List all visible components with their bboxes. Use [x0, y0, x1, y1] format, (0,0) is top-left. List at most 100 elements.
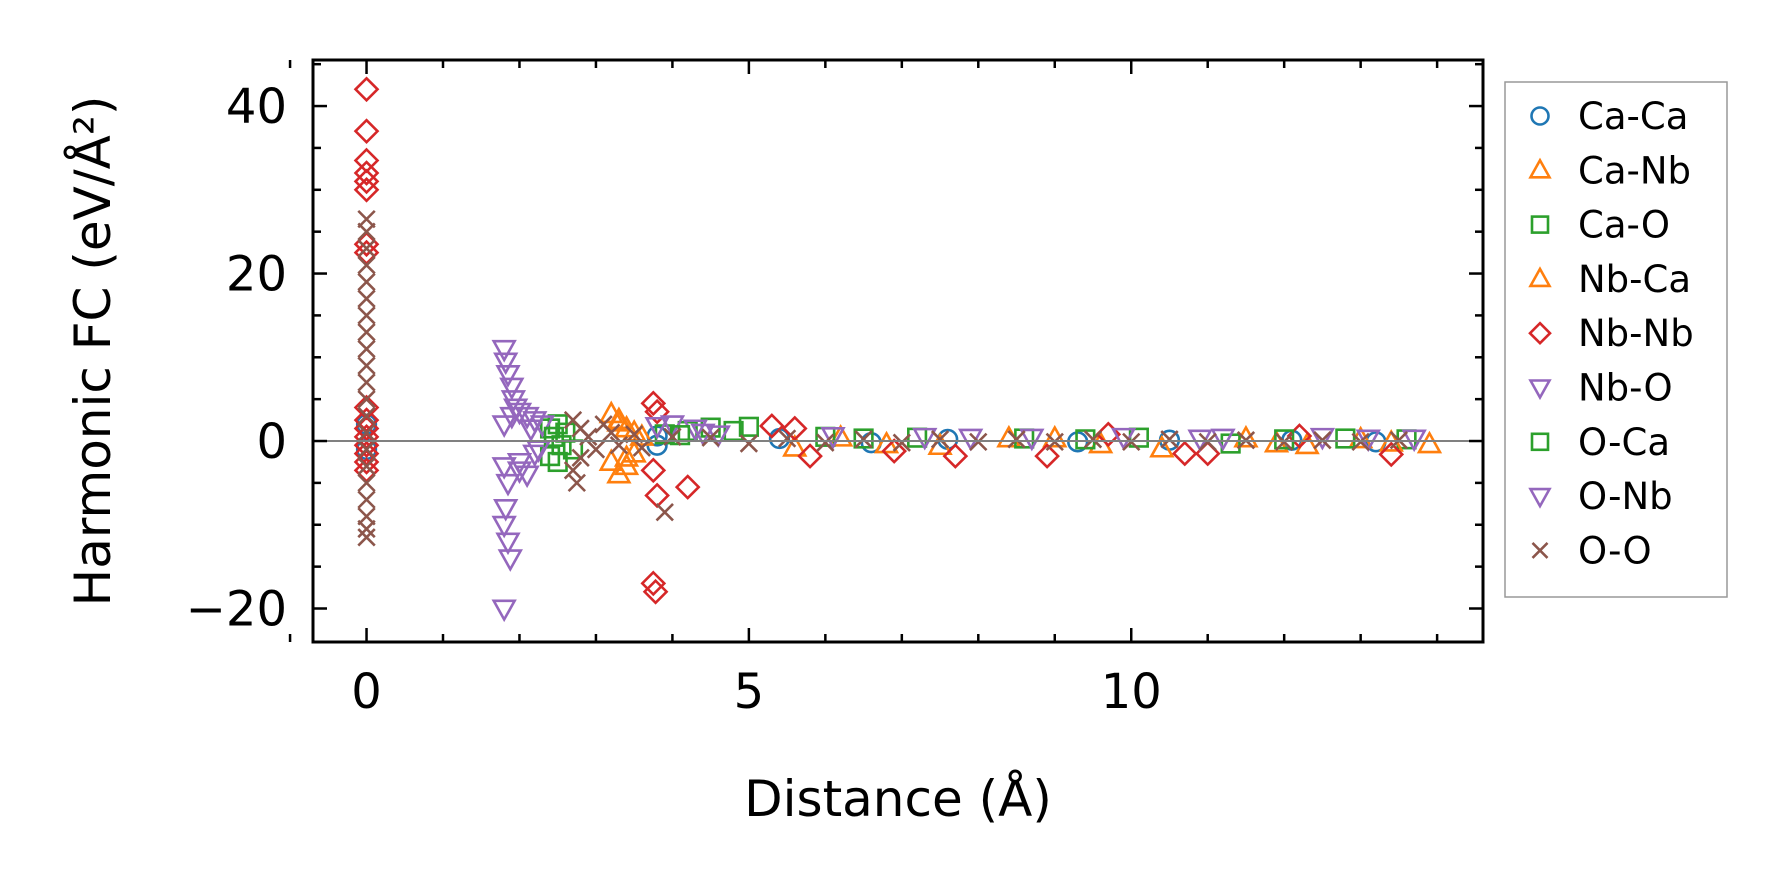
- point-nb-nb: [644, 398, 670, 425]
- point-ca-o: [1335, 428, 1356, 449]
- legend-label-ca-o: Ca-O: [1578, 204, 1670, 247]
- legend-label-nb-nb: Nb-Nb: [1578, 312, 1694, 355]
- point-o-nb: [506, 461, 533, 484]
- legend-label-ca-ca: Ca-Ca: [1578, 95, 1688, 138]
- point-o-nb: [499, 406, 525, 430]
- point-o-o: [357, 456, 376, 476]
- x-tick-label: 10: [1101, 664, 1162, 720]
- point-o-o: [701, 428, 720, 447]
- point-nb-nb: [1378, 441, 1405, 468]
- axis-ticks: [288, 60, 1483, 642]
- point-o-o: [357, 519, 376, 539]
- point-nb-nb: [674, 474, 701, 500]
- point-nb-o: [499, 377, 525, 401]
- point-nb-o: [495, 473, 521, 497]
- legend-marker-ca-o: [1530, 215, 1550, 234]
- point-nb-o: [1309, 427, 1336, 451]
- point-o-nb: [957, 428, 984, 452]
- point-o-o: [357, 490, 376, 509]
- legend-label-o-o: O-O: [1578, 529, 1652, 572]
- x-tick-label: 0: [351, 664, 382, 720]
- point-nb-nb: [881, 438, 908, 464]
- legend-item-ca-o: Ca-O: [1530, 204, 1670, 247]
- x-tick-labels: 0 5 10: [351, 664, 1162, 720]
- point-nb-nb: [797, 443, 823, 469]
- point-nb-ca: [613, 444, 640, 467]
- point-nb-o: [1019, 428, 1045, 452]
- y-tick-labels: −20 0 20 40: [186, 79, 287, 637]
- point-o-o: [892, 433, 911, 452]
- point-o-o: [357, 423, 376, 442]
- legend-marker-ca-ca: [1530, 106, 1550, 126]
- point-nb-nb: [353, 176, 380, 203]
- legend-item-nb-ca: Nb-Ca: [1528, 258, 1691, 301]
- legend-marker-o-nb: [1528, 487, 1552, 509]
- y-tick-label: 40: [226, 79, 287, 135]
- point-o-o: [579, 427, 598, 447]
- legend-item-nb-o: Nb-O: [1528, 367, 1673, 410]
- point-nb-nb: [642, 578, 669, 605]
- point-o-o: [586, 440, 606, 459]
- point-nb-o: [491, 457, 517, 480]
- point-o-o: [777, 429, 797, 448]
- point-nb-nb: [1194, 440, 1221, 467]
- x-tick-label: 5: [734, 664, 765, 720]
- data-points: [353, 76, 1443, 623]
- point-nb-nb: [640, 457, 667, 484]
- point-nb-o: [491, 515, 517, 539]
- point-nb-nb: [1034, 443, 1060, 469]
- legend-label-o-ca: O-Ca: [1578, 421, 1670, 464]
- point-nb-nb: [644, 482, 670, 509]
- point-ca-nb: [782, 434, 808, 457]
- point-nb-nb: [1171, 440, 1198, 467]
- point-o-o: [563, 461, 583, 480]
- point-nb-o: [644, 416, 670, 440]
- point-nb-ca: [606, 408, 632, 432]
- point-o-o: [357, 339, 376, 359]
- legend-marker-o-ca: [1530, 432, 1550, 452]
- point-o-o: [357, 222, 376, 241]
- y-tick-label: 20: [226, 247, 287, 303]
- point-ca-o: [723, 420, 744, 442]
- point-o-o: [663, 427, 682, 447]
- point-o-o: [739, 434, 759, 453]
- point-o-o: [357, 289, 376, 308]
- point-o-ca: [853, 428, 874, 449]
- y-tick-label: −20: [186, 582, 287, 638]
- point-nb-o: [495, 532, 521, 556]
- point-nb-nb: [942, 443, 969, 469]
- point-o-o: [357, 440, 376, 459]
- point-nb-o: [497, 549, 523, 572]
- point-nb-o: [493, 352, 519, 376]
- point-nb-nb: [353, 76, 380, 103]
- point-o-o: [816, 433, 835, 452]
- point-o-o: [930, 430, 950, 449]
- point-o-o: [357, 356, 376, 375]
- legend-marker-o-o: [1531, 541, 1549, 559]
- point-o-o: [357, 373, 376, 392]
- point-o-o: [571, 448, 590, 467]
- point-nb-nb: [353, 457, 380, 484]
- point-o-o: [357, 528, 376, 547]
- legend-item-o-o: O-O: [1531, 529, 1652, 572]
- legend-item-ca-nb: Ca-Nb: [1528, 149, 1691, 192]
- point-ca-nb: [598, 448, 624, 471]
- point-nb-nb: [781, 415, 808, 442]
- legend-marker-nb-nb: [1528, 321, 1552, 346]
- point-o-o: [632, 438, 651, 457]
- legend-label-ca-nb: Ca-Nb: [1578, 149, 1691, 192]
- point-o-o: [609, 436, 629, 455]
- point-nb-nb: [353, 239, 380, 266]
- point-o-o: [655, 503, 674, 522]
- point-o-ca: [1274, 429, 1295, 450]
- point-o-o: [625, 425, 644, 444]
- point-o-o: [854, 430, 873, 449]
- y-tick-label: 0: [256, 414, 287, 470]
- point-o-nb: [518, 419, 544, 443]
- point-ca-o: [738, 416, 759, 437]
- point-nb-o: [491, 415, 517, 438]
- legend-item-o-nb: O-Nb: [1528, 475, 1673, 518]
- point-nb-o: [491, 599, 517, 623]
- point-nb-o: [493, 499, 519, 522]
